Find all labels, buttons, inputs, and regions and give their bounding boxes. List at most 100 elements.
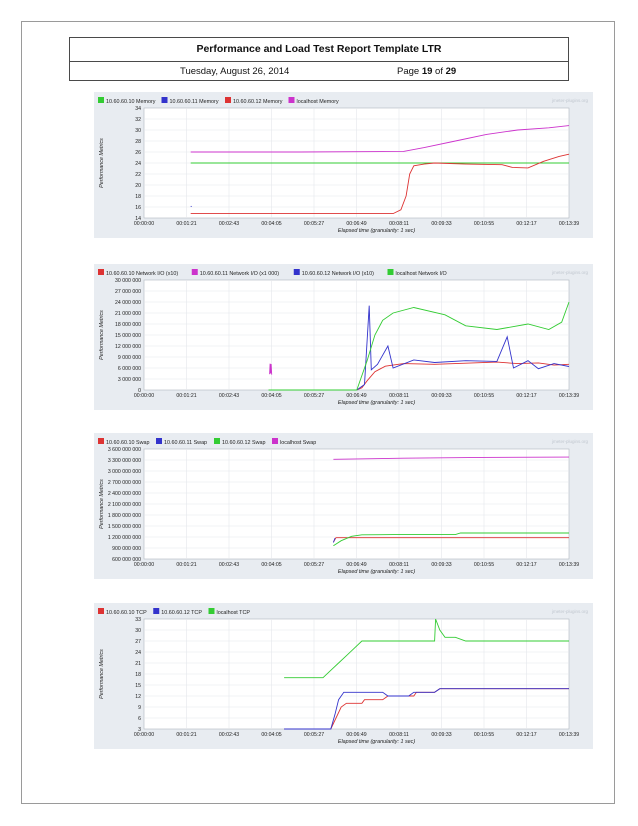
page-frame	[21, 21, 615, 804]
watermark: jmeter-plugins.org	[551, 270, 589, 275]
y-axis-title: Performance Metrics	[99, 649, 105, 699]
legend-swatch-0	[98, 97, 104, 103]
legend-swatch-0	[98, 438, 104, 444]
legend-swatch-1	[156, 438, 162, 444]
x-tick-label: 00:05:27	[304, 221, 324, 227]
x-tick-label: 00:12:17	[516, 393, 536, 399]
x-tick-label: 00:09:33	[431, 221, 451, 227]
y-tick-label: 20	[135, 183, 141, 189]
watermark: jmeter-plugins.org	[551, 439, 589, 444]
x-tick-label: 00:08:11	[389, 393, 409, 399]
y-tick-label: 18	[135, 672, 141, 678]
y-tick-label: 18 000 000	[115, 322, 141, 328]
legend-swatch-2	[208, 608, 215, 614]
x-tick-label: 00:01:21	[176, 562, 196, 568]
y-tick-label: 2 400 000 000	[108, 491, 141, 497]
x-tick-label: 00:04:05	[261, 562, 281, 568]
y-tick-label: 0	[138, 388, 141, 394]
y-tick-label: 27	[135, 639, 141, 645]
x-tick-label: 00:13:39	[559, 221, 579, 227]
legend-label-2: 10.60.60.12 Network I/O (x10)	[302, 271, 374, 277]
legend-label-1: 10.60.60.12 TCP	[161, 610, 202, 616]
y-tick-label: 2 100 000 000	[108, 502, 141, 508]
y-tick-label: 3 000 000 000	[108, 469, 141, 475]
page-of: of	[435, 66, 443, 77]
legend-label-3: localhost Network I/O	[396, 271, 447, 277]
series-line-2	[190, 153, 570, 215]
legend-label-0: 10.60.60.10 TCP	[106, 610, 147, 616]
legend-swatch-2	[293, 269, 300, 275]
y-tick-label: 16	[135, 205, 141, 211]
tcp-chart: 10.60.60.10 TCP 10.60.60.12 TCP localhost …	[94, 603, 593, 749]
y-tick-label: 1 200 000 000	[108, 535, 141, 541]
report-header: Performance and Load Test Report Templat…	[69, 37, 569, 81]
y-tick-label: 34	[135, 106, 141, 112]
y-tick-label: 2 700 000 000	[108, 480, 141, 486]
x-tick-label: 00:04:05	[261, 393, 281, 399]
y-axis-title: Performance Metrics	[99, 479, 105, 529]
y-tick-label: 28	[135, 139, 141, 145]
legend-swatch-2	[214, 438, 220, 444]
legend-swatch-1	[161, 97, 168, 103]
x-tick-label: 00:13:39	[559, 732, 579, 738]
legend-label-0: 10.60.60.10 Memory	[106, 99, 156, 105]
x-tick-label: 00:10:55	[474, 562, 494, 568]
legend-swatch-0	[98, 269, 104, 275]
y-tick-label: 600 000 000	[112, 557, 141, 563]
x-tick-label: 00:00:00	[134, 732, 154, 738]
x-axis-title: Elapsed time (granularity: 1 sec)	[338, 739, 416, 745]
x-tick-label: 00:01:21	[176, 732, 196, 738]
x-axis-title: Elapsed time (granularity: 1 sec)	[338, 400, 416, 406]
y-tick-label: 18	[135, 194, 141, 200]
legend-label-1: 10.60.60.11 Swap	[164, 440, 207, 446]
memory-chart: 10.60.60.10 Memory 10.60.60.11 Memory 10.6…	[94, 92, 593, 238]
watermark: jmeter-plugins.org	[551, 98, 589, 103]
y-tick-label: 9	[138, 705, 141, 711]
y-tick-label: 3 600 000 000	[108, 447, 141, 453]
y-tick-label: 27 000 000	[115, 289, 141, 295]
y-axis-title: Performance Metrics	[99, 138, 105, 188]
y-tick-label: 22	[135, 172, 141, 178]
legend-label-2: 10.60.60.12 Memory	[233, 99, 283, 105]
legend-label-0: 10.60.60.10 Swap	[106, 440, 149, 446]
x-tick-label: 00:06:49	[346, 221, 366, 227]
x-tick-label: 00:06:49	[346, 562, 366, 568]
legend-swatch-0	[98, 608, 104, 614]
x-tick-label: 00:08:11	[389, 562, 409, 568]
y-tick-label: 24 000 000	[115, 300, 141, 306]
legend-swatch-2	[225, 97, 231, 103]
legend-label-1: 10.60.60.11 Memory	[170, 99, 219, 105]
x-tick-label: 00:06:49	[346, 732, 366, 738]
y-tick-label: 1 800 000 000	[108, 513, 141, 519]
y-axis-title: Performance Metrics	[99, 310, 105, 360]
x-tick-label: 00:12:17	[516, 221, 536, 227]
y-tick-label: 30	[135, 128, 141, 134]
x-tick-label: 00:02:43	[219, 393, 239, 399]
x-tick-label: 00:02:43	[219, 221, 239, 227]
x-tick-label: 00:05:27	[304, 562, 324, 568]
x-tick-label: 00:01:21	[176, 221, 196, 227]
page-total: 29	[445, 66, 457, 77]
x-axis-title: Elapsed time (granularity: 1 sec)	[338, 569, 416, 575]
y-tick-label: 30	[135, 628, 141, 634]
legend-swatch-3	[288, 97, 295, 103]
legend-label-3: localhost Swap	[280, 440, 316, 446]
legend-label-3: localhost Memory	[297, 99, 340, 105]
x-tick-label: 00:02:43	[219, 562, 239, 568]
x-tick-label: 00:00:00	[134, 562, 154, 568]
y-tick-label: 3	[138, 727, 141, 733]
series-line-1	[284, 688, 569, 730]
y-tick-label: 900 000 000	[112, 546, 141, 552]
y-tick-label: 21	[135, 661, 141, 667]
series-line-1	[269, 363, 273, 375]
x-tick-label: 00:13:39	[559, 393, 579, 399]
y-tick-label: 30 000 000	[115, 278, 141, 284]
report-date: Tuesday, August 26, 2014	[180, 66, 290, 77]
y-tick-label: 3 300 000 000	[108, 458, 141, 464]
legend-label-0: 10.60.60.10 Network I/O (x10)	[106, 271, 178, 277]
legend-swatch-1	[191, 269, 198, 275]
y-tick-label: 3 000 000	[118, 377, 141, 383]
x-tick-label: 00:05:27	[304, 732, 324, 738]
x-axis-title: Elapsed time (granularity: 1 sec)	[338, 228, 416, 234]
x-tick-label: 00:02:43	[219, 732, 239, 738]
